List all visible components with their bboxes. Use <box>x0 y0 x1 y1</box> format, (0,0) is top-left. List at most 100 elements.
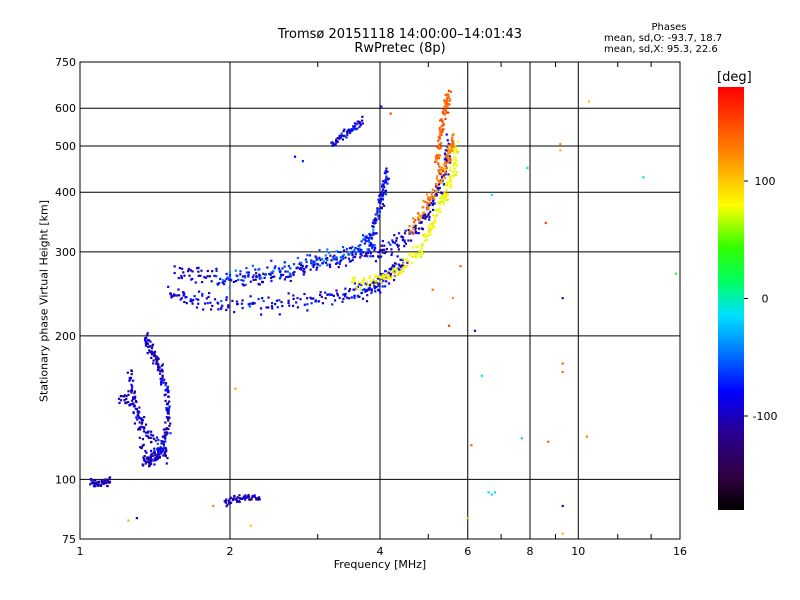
data-point <box>378 194 381 197</box>
data-point <box>154 453 157 457</box>
data-point <box>135 400 138 404</box>
data-point <box>453 151 456 154</box>
data-point <box>132 396 135 399</box>
data-point <box>265 306 268 309</box>
data-point <box>449 90 453 93</box>
data-point <box>425 215 428 218</box>
data-point <box>414 219 417 222</box>
data-point <box>449 178 452 181</box>
data-point <box>398 264 401 267</box>
data-point <box>437 169 441 172</box>
data-point <box>336 294 339 297</box>
data-point <box>342 293 345 296</box>
data-point <box>160 442 163 445</box>
data-point <box>336 261 339 264</box>
data-point <box>148 459 151 462</box>
data-point <box>258 274 262 277</box>
data-point <box>317 300 321 303</box>
data-point <box>434 219 437 222</box>
data-point <box>339 250 342 254</box>
data-point <box>384 193 387 196</box>
data-point <box>103 478 107 481</box>
data-point <box>338 262 341 266</box>
data-point <box>190 300 193 303</box>
data-point <box>156 457 159 460</box>
data-point <box>447 158 450 161</box>
data-point <box>443 195 446 198</box>
data-point <box>395 239 398 242</box>
data-point <box>296 306 299 309</box>
data-point <box>367 239 370 243</box>
data-point <box>451 297 455 300</box>
data-point <box>345 247 349 251</box>
data-point <box>401 236 405 239</box>
data-point <box>149 454 152 457</box>
data-point <box>253 495 256 498</box>
data-point <box>195 297 198 301</box>
data-point <box>204 276 207 279</box>
data-point <box>401 263 404 267</box>
data-point <box>249 280 252 283</box>
data-point <box>139 446 142 449</box>
data-point <box>332 294 335 297</box>
chart-subtitle: RwPretec (8p) <box>354 41 446 56</box>
data-point <box>411 255 414 258</box>
data-point <box>448 155 451 158</box>
data-point <box>415 255 418 258</box>
data-point <box>409 230 412 233</box>
data-point <box>350 129 353 132</box>
data-point <box>252 274 255 277</box>
data-point <box>373 219 377 222</box>
data-point <box>373 244 376 247</box>
data-point <box>403 266 406 269</box>
phase-stats-o-line: mean, sd,O: -93.7, 18.7 <box>604 33 723 44</box>
data-point <box>117 397 121 400</box>
data-point <box>400 235 404 239</box>
data-point <box>368 283 371 287</box>
data-point <box>312 297 315 300</box>
data-point <box>448 169 452 172</box>
data-point <box>143 427 146 430</box>
data-point <box>406 261 409 264</box>
data-point <box>393 234 396 237</box>
data-point <box>339 134 342 138</box>
data-point <box>409 239 413 242</box>
x-tick-label: 1 <box>77 545 84 558</box>
data-point <box>431 203 434 207</box>
data-point <box>143 338 147 342</box>
data-point <box>438 201 441 204</box>
data-point <box>449 151 452 154</box>
data-point <box>381 285 384 288</box>
data-point <box>451 136 454 139</box>
data-point <box>149 461 152 464</box>
data-point <box>385 250 388 253</box>
data-point <box>164 454 167 458</box>
data-point <box>490 493 493 496</box>
data-point <box>435 155 438 158</box>
data-point <box>385 175 388 178</box>
data-point <box>150 433 153 436</box>
data-point <box>379 200 382 203</box>
data-point <box>309 268 312 271</box>
data-point <box>353 297 356 300</box>
data-point <box>354 255 357 258</box>
data-point <box>148 339 151 342</box>
data-point <box>444 167 447 170</box>
data-point <box>380 105 383 108</box>
data-point <box>216 283 220 286</box>
data-point <box>327 251 331 254</box>
data-point <box>299 263 303 267</box>
data-point <box>141 444 144 447</box>
data-point <box>436 186 439 189</box>
data-point <box>445 198 448 201</box>
data-point <box>423 239 426 242</box>
data-point <box>346 130 349 133</box>
data-point <box>390 277 393 280</box>
data-point <box>439 172 442 176</box>
data-point <box>445 101 448 104</box>
data-point <box>384 270 387 273</box>
data-point <box>417 232 420 235</box>
data-point <box>385 177 388 180</box>
data-point <box>375 219 378 222</box>
phase-stats-header: Phases <box>651 22 687 33</box>
